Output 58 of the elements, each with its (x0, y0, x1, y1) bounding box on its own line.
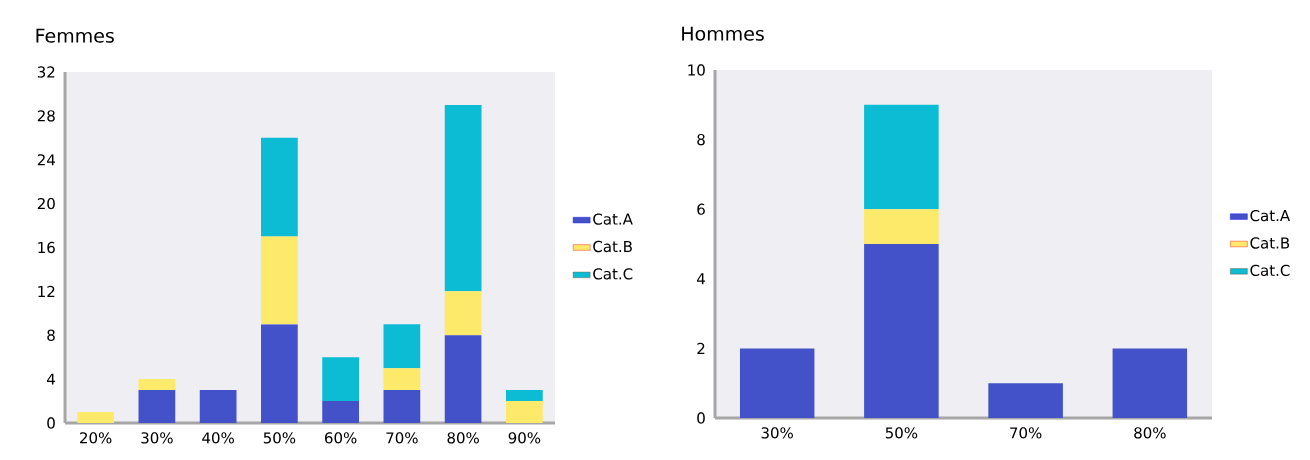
bar (383, 368, 421, 391)
chart-title: Hommes (682, 26, 764, 41)
x-tick-label: 50% (885, 427, 918, 439)
bar (199, 390, 237, 423)
chart-title: Femmes (36, 28, 114, 43)
x-tick-label: 70% (1010, 427, 1042, 439)
y-tick-label: 6 (697, 203, 705, 215)
legend-label: Cat.A (1250, 209, 1291, 222)
y-tick-label: 4 (697, 273, 705, 285)
bar (506, 401, 543, 423)
x-tick-label: 30% (141, 432, 173, 444)
x-tick-label: 70% (386, 432, 418, 444)
y-tick-label: 32 (37, 66, 55, 78)
x-tick-label: 60% (325, 432, 357, 444)
x-tick-label: 90% (508, 432, 541, 444)
y-tick-label: 28 (37, 110, 55, 122)
x-tick-label: 80% (1134, 427, 1166, 439)
y-tick-label: 8 (47, 329, 55, 341)
y-tick-label: 10 (688, 64, 705, 76)
bar (322, 401, 359, 423)
bar (864, 104, 939, 210)
y-tick-label: 8 (697, 133, 705, 146)
bar (1112, 348, 1188, 418)
bar (138, 390, 176, 423)
y-tick-label: 20 (37, 197, 55, 210)
y-tick-label: 2 (697, 342, 705, 354)
bar (383, 324, 421, 369)
bar (444, 335, 482, 423)
bar (138, 379, 176, 391)
y-tick-label: 16 (38, 241, 55, 254)
y-tick-label: 4 (47, 373, 55, 385)
y-tick-label: 0 (47, 417, 55, 429)
bar (261, 324, 298, 423)
bar (739, 348, 815, 418)
legend-label: Cat.B (593, 240, 632, 253)
y-tick-label: 24 (37, 154, 55, 166)
y-tick-label: 12 (38, 285, 55, 297)
bar (444, 291, 482, 336)
y-tick-label: 0 (697, 412, 705, 424)
bar (261, 137, 298, 237)
x-tick-label: 20% (80, 432, 112, 444)
legend-label: Cat.A (593, 213, 633, 225)
x-tick-label: 40% (202, 432, 234, 444)
bar (864, 209, 939, 244)
legend-label: Cat.C (593, 268, 633, 280)
bar (383, 390, 421, 423)
x-tick-label: 30% (761, 427, 793, 439)
bar (444, 104, 482, 292)
legend-label: Cat.B (1250, 237, 1290, 249)
x-tick-label: 80% (447, 432, 479, 444)
bar (988, 383, 1063, 418)
bar (506, 390, 543, 402)
bar (261, 236, 298, 325)
legend-label: Cat.C (1250, 264, 1290, 277)
bar (864, 243, 939, 418)
x-tick-label: 50% (263, 432, 296, 444)
bar (322, 357, 359, 402)
bar (77, 412, 115, 423)
